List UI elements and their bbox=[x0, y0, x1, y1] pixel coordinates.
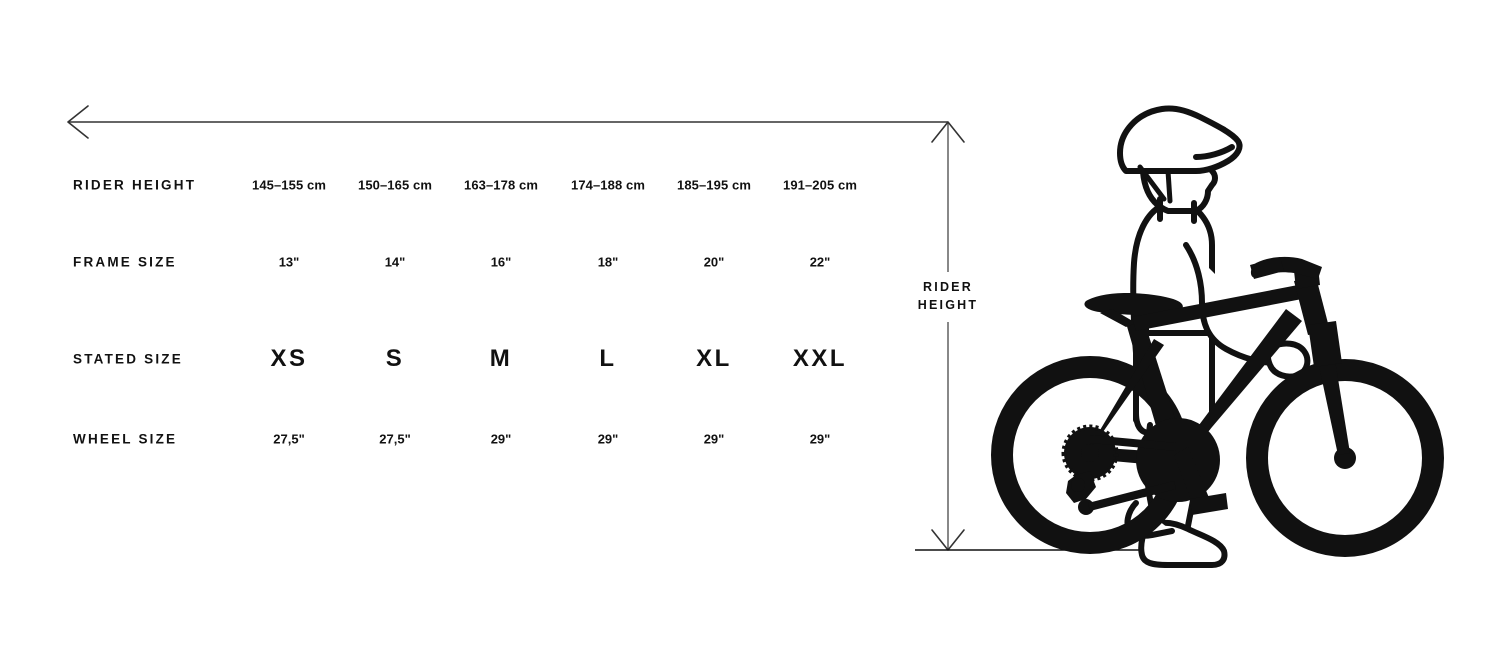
chain-lower bbox=[1088, 481, 1176, 511]
cell-r2-c3: L bbox=[599, 345, 617, 372]
handlebar-grip bbox=[1250, 257, 1284, 279]
cyclist-with-mountain-bike-illustration bbox=[991, 105, 1444, 568]
cell-r2-c1: S bbox=[385, 345, 405, 372]
cell-r3-c1: 27,5" bbox=[379, 431, 411, 447]
cell-r1-c5: 22" bbox=[809, 254, 831, 270]
crank-arm bbox=[1174, 447, 1212, 513]
helmet-strap bbox=[1137, 164, 1173, 204]
suspension-fork bbox=[1308, 321, 1342, 367]
helmet-visor bbox=[1193, 144, 1235, 160]
rider-neck bbox=[1157, 196, 1197, 224]
cell-r0-c2: 163–178 cm bbox=[463, 177, 539, 193]
rear-cassette-teeth bbox=[1061, 424, 1119, 482]
derailleur-pulley-upper bbox=[1071, 478, 1085, 492]
vertical-rider-height-line1: RIDER bbox=[923, 279, 973, 294]
cell-r3-c2: 29" bbox=[490, 431, 512, 447]
head-tube bbox=[1294, 277, 1330, 335]
cell-r2-c0: XS bbox=[270, 345, 308, 372]
size-table: RIDER HEIGHT 145–155 cm 150–165 cm 163–178 … bbox=[0, 0, 900, 500]
row-label-wheel-size: WHEEL SIZE bbox=[73, 431, 178, 447]
helmet bbox=[1117, 105, 1243, 174]
cell-r0-c3: 174–188 cm bbox=[570, 177, 646, 193]
rear-hub bbox=[1081, 444, 1099, 462]
cell-r0-c1: 150–165 cm bbox=[357, 177, 433, 193]
vertical-rider-height-label: RIDER HEIGHT bbox=[911, 275, 985, 317]
saddle-rail bbox=[1100, 309, 1136, 327]
cell-r3-c5: 29" bbox=[809, 431, 831, 447]
cell-r2-c2: M bbox=[489, 345, 513, 372]
seat-stay bbox=[1090, 339, 1164, 447]
cell-r2-c4: XL bbox=[696, 345, 732, 372]
row-label-rider-height: RIDER HEIGHT bbox=[73, 177, 197, 193]
cell-r1-c1: 14" bbox=[384, 254, 406, 270]
cell-r0-c4: 185–195 cm bbox=[676, 177, 752, 193]
cell-r2-c5: XXL bbox=[792, 345, 848, 372]
top-tube bbox=[1132, 285, 1302, 331]
cell-r3-c0: 27,5" bbox=[273, 431, 305, 447]
cell-r1-c3: 18" bbox=[597, 254, 619, 270]
vertical-rider-height-line2: HEIGHT bbox=[917, 298, 979, 312]
cell-r1-c2: 16" bbox=[490, 254, 512, 270]
cell-r1-c0: 13" bbox=[278, 254, 300, 270]
cell-r3-c3: 29" bbox=[597, 431, 619, 447]
cell-r0-c5: 191–205 cm bbox=[782, 177, 858, 193]
chain-upper bbox=[1090, 435, 1176, 451]
front-wheel bbox=[1246, 359, 1444, 557]
row-label-stated-size: STATED SIZE bbox=[73, 351, 183, 367]
bicycle bbox=[991, 256, 1444, 557]
cell-r3-c4: 29" bbox=[703, 431, 725, 447]
row-label-frame-size: FRAME SIZE bbox=[73, 254, 177, 270]
cell-r1-c4: 20" bbox=[703, 254, 725, 270]
down-tube bbox=[1172, 309, 1302, 461]
cell-r0-c0: 145–155 cm bbox=[251, 177, 327, 193]
pedal bbox=[1190, 493, 1228, 515]
